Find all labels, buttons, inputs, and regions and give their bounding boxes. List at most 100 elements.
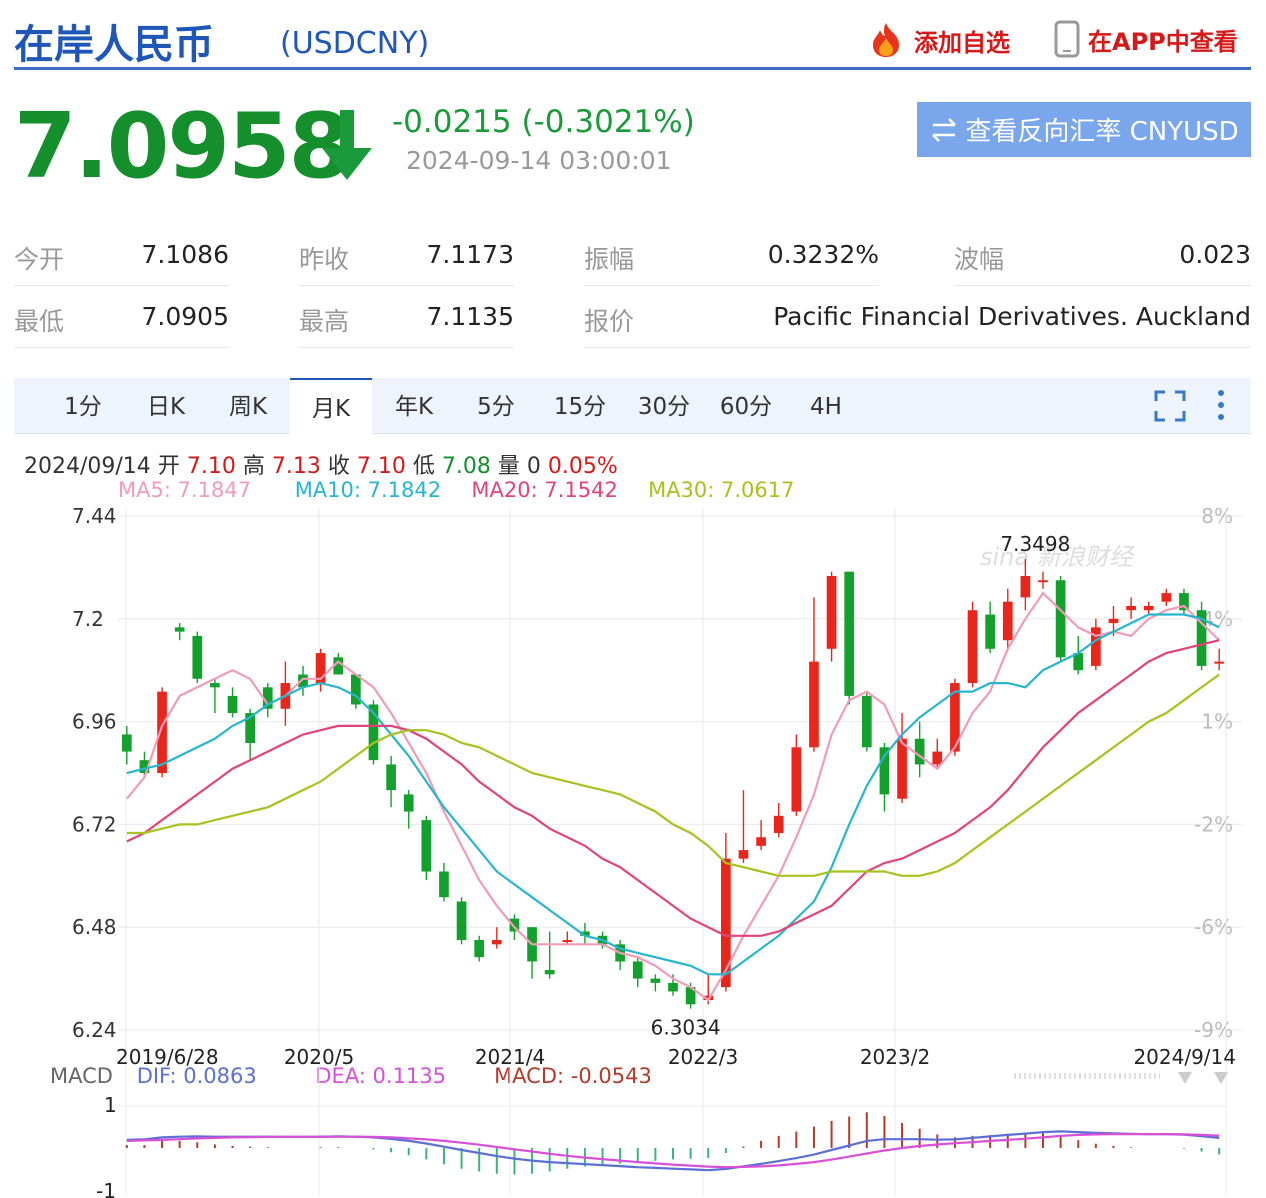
- candle-body: [491, 940, 502, 945]
- stat-value: 7.1173: [426, 240, 514, 269]
- more-icon[interactable]: [1215, 388, 1227, 422]
- candle-body: [580, 931, 590, 936]
- stat-value: Pacific Financial Derivatives. Auckland: [773, 302, 1251, 331]
- dea-legend: DEA: 0.1135: [315, 1064, 447, 1088]
- stat-range: 波幅 0.023: [954, 226, 1251, 286]
- candle-body: [844, 571, 855, 696]
- view-app-button[interactable]: 在APP中查看: [1054, 20, 1238, 58]
- stat-label: 振幅: [584, 245, 635, 274]
- header: 在岸人民币 (USDCNY) 添加自选 在APP中查看: [14, 8, 1251, 70]
- candle-body: [1196, 610, 1207, 666]
- x-tick-label: 2019/6/28: [116, 1045, 219, 1069]
- ohlc-low: 7.08: [441, 454, 491, 479]
- max-label: 7.3498: [1000, 532, 1070, 556]
- min-label: 6.3034: [651, 1016, 721, 1040]
- watermark-logo: sina 新浪财经: [980, 543, 1136, 571]
- fullscreen-icon[interactable]: [1154, 390, 1186, 422]
- tab-5min[interactable]: 5分: [477, 394, 515, 420]
- candle-body: [474, 940, 485, 958]
- tab-60min[interactable]: 60分: [719, 394, 773, 420]
- x-tick-label: 2020/5: [284, 1045, 354, 1069]
- dif-legend: DIF: 0.0863: [136, 1064, 257, 1088]
- candle-body: [879, 747, 890, 795]
- macd-value-legend: MACD: -0.0543: [494, 1064, 652, 1088]
- x-tick-label: 2023/2: [860, 1045, 930, 1069]
- symbol-code: (USDCNY): [280, 26, 430, 61]
- dea-line: [126, 1132, 1220, 1169]
- macd-title: MACD: [50, 1064, 113, 1088]
- tab-1min[interactable]: 1分: [64, 394, 102, 420]
- candle-body: [210, 683, 220, 688]
- candle-body: [932, 751, 943, 765]
- candle-body: [1073, 653, 1084, 671]
- pct-tick-label: -6%: [1194, 915, 1233, 939]
- candle-body: [174, 627, 185, 632]
- tab-month[interactable]: 月K: [290, 378, 372, 435]
- candle-body: [668, 982, 678, 992]
- stat-label: 最高: [299, 307, 350, 336]
- ohlc-vol: 0: [526, 454, 541, 479]
- macd-y-tick: -1: [96, 1179, 116, 1198]
- candle-body: [685, 987, 696, 1005]
- phone-icon: [1054, 20, 1080, 58]
- stat-label: 报价: [584, 307, 635, 336]
- ma-line-ma20: [126, 639, 1220, 937]
- tab-30min[interactable]: 30分: [637, 394, 691, 420]
- fire-icon: [873, 23, 899, 57]
- y-tick-label: 6.24: [72, 1018, 117, 1042]
- candle-body: [1108, 618, 1119, 624]
- period-tabs: 1分 日K 周K 月K 年K 5分 15分 30分 60分 4H: [14, 378, 1251, 435]
- candle-body: [192, 635, 203, 679]
- candle-body: [826, 575, 837, 649]
- candle-body: [1161, 593, 1172, 602]
- reverse-rate-button[interactable]: 查看反向汇率 CNYUSD: [917, 102, 1251, 157]
- candle-body: [562, 940, 573, 943]
- candle-body: [861, 695, 872, 748]
- macd-legend: MACD DIF: 0.0863 DEA: 0.1135 MACD: -0.05…: [50, 1064, 652, 1088]
- candle-body: [1126, 605, 1136, 611]
- tab-week[interactable]: 周K: [228, 394, 268, 420]
- candle-body: [721, 858, 731, 988]
- stat-value: 0.3232%: [767, 240, 879, 269]
- x-tick-label: 2024/9/14: [1133, 1045, 1236, 1069]
- candle-body: [738, 850, 749, 859]
- candle-body: [1002, 601, 1013, 641]
- tab-15min[interactable]: 15分: [553, 394, 607, 420]
- y-tick-label: 7.2: [72, 607, 104, 631]
- stat-label: 今开: [14, 245, 65, 274]
- candle-body: [421, 820, 432, 872]
- ma-line-ma10: [126, 613, 1220, 976]
- candle-body: [351, 674, 361, 705]
- tab-year[interactable]: 年K: [394, 394, 434, 420]
- candle-body: [456, 901, 467, 941]
- candle-body: [315, 653, 326, 684]
- candle-body: [509, 918, 520, 932]
- candle-body: [914, 738, 925, 765]
- ohlc-low-label: 低: [412, 454, 435, 479]
- candle-body: [333, 657, 344, 675]
- candle-body: [650, 978, 661, 983]
- candle-body: [1179, 593, 1189, 611]
- add-watch-label: 添加自选: [914, 28, 1010, 57]
- candle-body: [439, 871, 449, 898]
- stat-value: 7.1086: [141, 240, 229, 269]
- tab-day[interactable]: 日K: [146, 394, 186, 420]
- down-arrow-icon: [322, 110, 372, 180]
- ma5-legend: MA5: 7.1847: [118, 478, 252, 502]
- stat-value: 7.1135: [426, 302, 514, 331]
- quote-time: 2024-09-14 03:00:01: [406, 146, 672, 175]
- ohlc-date: 2024/09/14: [24, 454, 151, 479]
- tab-4h[interactable]: 4H: [810, 394, 842, 420]
- ohlc-close-label: 收: [327, 454, 350, 479]
- candle-body: [1143, 605, 1154, 611]
- candle-body: [403, 794, 414, 812]
- candle-body: [121, 734, 132, 752]
- add-watch-button[interactable]: 添加自选: [866, 20, 1010, 60]
- stat-value: 0.023: [1179, 240, 1251, 269]
- y-tick-label: 7.44: [72, 504, 117, 528]
- candle-body: [386, 764, 396, 791]
- candle-body: [1214, 661, 1225, 664]
- ohlc-open-label: 开: [157, 454, 180, 479]
- ohlc-open: 7.10: [186, 454, 236, 479]
